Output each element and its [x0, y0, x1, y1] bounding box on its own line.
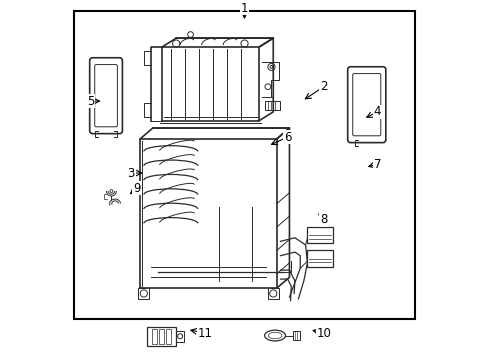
Bar — [159, 329, 163, 344]
Bar — [307, 227, 332, 243]
Bar — [166, 329, 171, 344]
Text: 9: 9 — [133, 181, 140, 195]
Text: 2: 2 — [319, 80, 326, 93]
Text: 5: 5 — [87, 95, 94, 108]
Text: 3: 3 — [127, 167, 135, 180]
Text: 10: 10 — [316, 327, 330, 339]
Bar — [151, 329, 157, 344]
Bar — [147, 327, 176, 346]
Text: 8: 8 — [319, 213, 326, 226]
Bar — [307, 250, 332, 266]
Text: 7: 7 — [373, 158, 381, 171]
Bar — [265, 101, 279, 110]
Text: 11: 11 — [197, 327, 212, 339]
Text: 6: 6 — [284, 131, 291, 144]
Bar — [176, 330, 183, 342]
Bar — [292, 331, 300, 340]
Text: 1: 1 — [240, 2, 248, 15]
Bar — [74, 11, 414, 319]
Text: 4: 4 — [373, 105, 381, 118]
